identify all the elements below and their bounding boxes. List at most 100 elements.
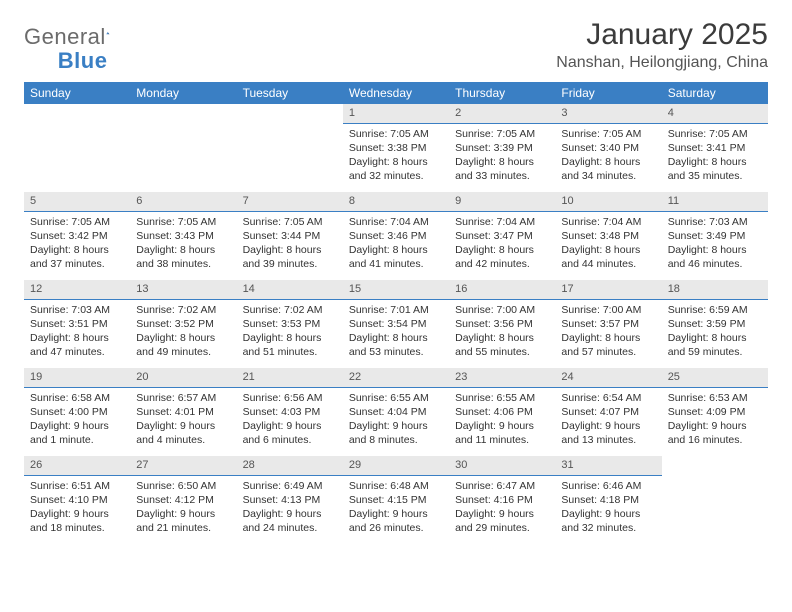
- day-cell: 4Sunrise: 7:05 AMSunset: 3:41 PMDaylight…: [662, 104, 768, 192]
- day-body: Sunrise: 7:05 AMSunset: 3:43 PMDaylight:…: [130, 212, 236, 276]
- sunrise-text: Sunrise: 7:01 AM: [349, 303, 443, 317]
- daylight-text: Daylight: 8 hours and 38 minutes.: [136, 243, 230, 271]
- logo-text-1: General: [24, 24, 106, 50]
- day-body: Sunrise: 7:02 AMSunset: 3:53 PMDaylight:…: [237, 300, 343, 364]
- day-number-band: 15: [343, 280, 449, 300]
- day-cell: 18Sunrise: 6:59 AMSunset: 3:59 PMDayligh…: [662, 280, 768, 368]
- day-number-band: 19: [24, 368, 130, 388]
- logo: General: [24, 24, 130, 50]
- daylight-text: Daylight: 8 hours and 47 minutes.: [30, 331, 124, 359]
- day-number-band: 14: [237, 280, 343, 300]
- day-body: Sunrise: 6:59 AMSunset: 3:59 PMDaylight:…: [662, 300, 768, 364]
- sunset-text: Sunset: 3:56 PM: [455, 317, 549, 331]
- day-header: Sunday: [24, 82, 130, 104]
- sunrise-text: Sunrise: 6:46 AM: [561, 479, 655, 493]
- day-number-band: 31: [555, 456, 661, 476]
- day-number-band: 23: [449, 368, 555, 388]
- week-row: 12Sunrise: 7:03 AMSunset: 3:51 PMDayligh…: [24, 280, 768, 368]
- sunset-text: Sunset: 3:49 PM: [668, 229, 762, 243]
- day-header: Tuesday: [237, 82, 343, 104]
- day-body: Sunrise: 6:49 AMSunset: 4:13 PMDaylight:…: [237, 476, 343, 540]
- sunrise-text: Sunrise: 7:02 AM: [136, 303, 230, 317]
- sunrise-text: Sunrise: 7:05 AM: [455, 127, 549, 141]
- day-body: Sunrise: 6:54 AMSunset: 4:07 PMDaylight:…: [555, 388, 661, 452]
- daylight-text: Daylight: 8 hours and 32 minutes.: [349, 155, 443, 183]
- sunrise-text: Sunrise: 7:03 AM: [668, 215, 762, 229]
- daylight-text: Daylight: 8 hours and 33 minutes.: [455, 155, 549, 183]
- daylight-text: Daylight: 9 hours and 4 minutes.: [136, 419, 230, 447]
- sunrise-text: Sunrise: 6:58 AM: [30, 391, 124, 405]
- week-row: 1Sunrise: 7:05 AMSunset: 3:38 PMDaylight…: [24, 104, 768, 192]
- sunset-text: Sunset: 3:57 PM: [561, 317, 655, 331]
- day-cell: 19Sunrise: 6:58 AMSunset: 4:00 PMDayligh…: [24, 368, 130, 456]
- daylight-text: Daylight: 8 hours and 34 minutes.: [561, 155, 655, 183]
- daylight-text: Daylight: 8 hours and 39 minutes.: [243, 243, 337, 271]
- day-header: Friday: [555, 82, 661, 104]
- day-cell: 8Sunrise: 7:04 AMSunset: 3:46 PMDaylight…: [343, 192, 449, 280]
- sunset-text: Sunset: 4:12 PM: [136, 493, 230, 507]
- month-title: January 2025: [556, 18, 768, 52]
- day-cell: 7Sunrise: 7:05 AMSunset: 3:44 PMDaylight…: [237, 192, 343, 280]
- sunset-text: Sunset: 4:10 PM: [30, 493, 124, 507]
- sunset-text: Sunset: 4:03 PM: [243, 405, 337, 419]
- day-number-band: 29: [343, 456, 449, 476]
- sunset-text: Sunset: 3:48 PM: [561, 229, 655, 243]
- sunrise-text: Sunrise: 6:50 AM: [136, 479, 230, 493]
- day-cell: 28Sunrise: 6:49 AMSunset: 4:13 PMDayligh…: [237, 456, 343, 544]
- daylight-text: Daylight: 8 hours and 35 minutes.: [668, 155, 762, 183]
- day-cell: 21Sunrise: 6:56 AMSunset: 4:03 PMDayligh…: [237, 368, 343, 456]
- daylight-text: Daylight: 9 hours and 8 minutes.: [349, 419, 443, 447]
- day-body: Sunrise: 6:55 AMSunset: 4:06 PMDaylight:…: [449, 388, 555, 452]
- week-row: 19 Sunrise: 6:58 AMSunset: 4:00 PM Dayligh…: [24, 368, 768, 456]
- daylight-text: Daylight: 8 hours and 41 minutes.: [349, 243, 443, 271]
- sunrise-text: Sunrise: 7:04 AM: [561, 215, 655, 229]
- day-number-band: 4: [662, 104, 768, 124]
- sunset-text: Sunset: 4:00 PM: [30, 405, 124, 419]
- daylight-text: Daylight: 8 hours and 44 minutes.: [561, 243, 655, 271]
- day-number-band: 17: [555, 280, 661, 300]
- day-cell: [130, 104, 236, 192]
- day-body: Sunrise: 7:04 AMSunset: 3:46 PMDaylight:…: [343, 212, 449, 276]
- day-body: Sunrise: 6:56 AMSunset: 4:03 PMDaylight:…: [237, 388, 343, 452]
- day-number-band: 8: [343, 192, 449, 212]
- logo-text-2: Blue: [58, 48, 108, 74]
- day-cell: [237, 104, 343, 192]
- day-number-band: 13: [130, 280, 236, 300]
- day-number-band: 20: [130, 368, 236, 388]
- day-number-band: 6: [130, 192, 236, 212]
- day-body: Sunrise: 7:04 AMSunset: 3:47 PMDaylight:…: [449, 212, 555, 276]
- sunset-text: Sunset: 4:15 PM: [349, 493, 443, 507]
- day-body: Sunrise: 6:57 AMSunset: 4:01 PMDaylight:…: [130, 388, 236, 452]
- day-cell: 22Sunrise: 6:55 AMSunset: 4:04 PMDayligh…: [343, 368, 449, 456]
- daylight-text: Daylight: 9 hours and 26 minutes.: [349, 507, 443, 535]
- day-body: Sunrise: 6:53 AMSunset: 4:09 PMDaylight:…: [662, 388, 768, 452]
- day-cell: 27Sunrise: 6:50 AMSunset: 4:12 PMDayligh…: [130, 456, 236, 544]
- day-body: Sunrise: 7:05 AMSunset: 3:42 PMDaylight:…: [24, 212, 130, 276]
- sunset-text: Sunset: 3:54 PM: [349, 317, 443, 331]
- title-block: January 2025 Nanshan, Heilongjiang, Chin…: [556, 18, 768, 72]
- day-number-band: 12: [24, 280, 130, 300]
- day-body: Sunrise: 6:50 AMSunset: 4:12 PMDaylight:…: [130, 476, 236, 540]
- day-number-band: 5: [24, 192, 130, 212]
- day-body: Sunrise: 6:46 AMSunset: 4:18 PMDaylight:…: [555, 476, 661, 540]
- day-header: Saturday: [662, 82, 768, 104]
- day-number-band: 2: [449, 104, 555, 124]
- day-cell: 20Sunrise: 6:57 AMSunset: 4:01 PMDayligh…: [130, 368, 236, 456]
- sunrise-text: Sunrise: 7:04 AM: [349, 215, 443, 229]
- calendar-page: General January 2025 Nanshan, Heilongjia…: [0, 0, 792, 562]
- sunrise-text: Sunrise: 6:57 AM: [136, 391, 230, 405]
- day-cell: [24, 104, 130, 192]
- daylight-text: Daylight: 9 hours and 13 minutes.: [561, 419, 655, 447]
- sunset-text: Sunset: 3:41 PM: [668, 141, 762, 155]
- day-number-band: 1: [343, 104, 449, 124]
- day-number-band: 21: [237, 368, 343, 388]
- sunrise-text: Sunrise: 7:00 AM: [455, 303, 549, 317]
- daylight-text: Daylight: 9 hours and 32 minutes.: [561, 507, 655, 535]
- sunset-text: Sunset: 4:07 PM: [561, 405, 655, 419]
- daylight-text: Daylight: 8 hours and 42 minutes.: [455, 243, 549, 271]
- day-body: Sunrise: 7:03 AMSunset: 3:51 PMDaylight:…: [24, 300, 130, 364]
- day-number-band: 25: [662, 368, 768, 388]
- sunrise-text: Sunrise: 7:03 AM: [30, 303, 124, 317]
- sunset-text: Sunset: 3:43 PM: [136, 229, 230, 243]
- day-cell: 15Sunrise: 7:01 AMSunset: 3:54 PMDayligh…: [343, 280, 449, 368]
